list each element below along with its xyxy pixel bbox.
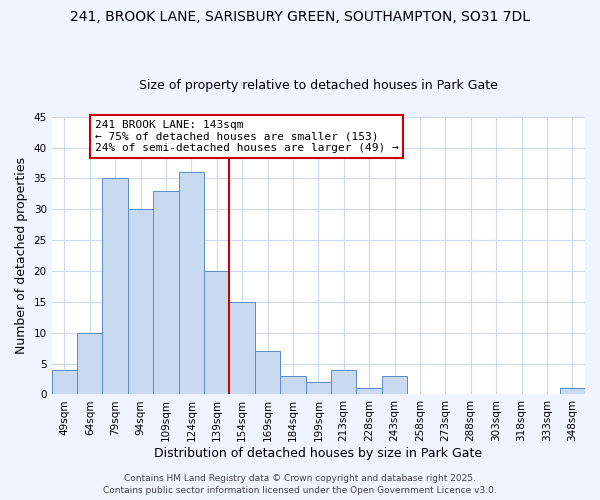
Bar (128, 210, 153, 394)
Bar (179, 172, 204, 394)
Bar (560, 388, 585, 394)
Bar (356, 388, 382, 394)
X-axis label: Distribution of detached houses by size in Park Gate: Distribution of detached houses by size … (154, 447, 482, 460)
Text: 241, BROOK LANE, SARISBURY GREEN, SOUTHAMPTON, SO31 7DL: 241, BROOK LANE, SARISBURY GREEN, SOUTHA… (70, 10, 530, 24)
Bar (382, 376, 407, 394)
Bar (280, 376, 305, 394)
Bar (204, 271, 229, 394)
Bar (331, 370, 356, 394)
Bar (229, 302, 255, 394)
Bar (52, 370, 77, 394)
Bar (153, 191, 179, 394)
Text: 241 BROOK LANE: 143sqm
← 75% of detached houses are smaller (153)
24% of semi-de: 241 BROOK LANE: 143sqm ← 75% of detached… (95, 120, 398, 153)
Bar (103, 178, 128, 394)
Bar (77, 333, 103, 394)
Text: Contains HM Land Registry data © Crown copyright and database right 2025.
Contai: Contains HM Land Registry data © Crown c… (103, 474, 497, 495)
Bar (255, 352, 280, 395)
Y-axis label: Number of detached properties: Number of detached properties (15, 157, 28, 354)
Bar (305, 382, 331, 394)
Title: Size of property relative to detached houses in Park Gate: Size of property relative to detached ho… (139, 79, 498, 92)
